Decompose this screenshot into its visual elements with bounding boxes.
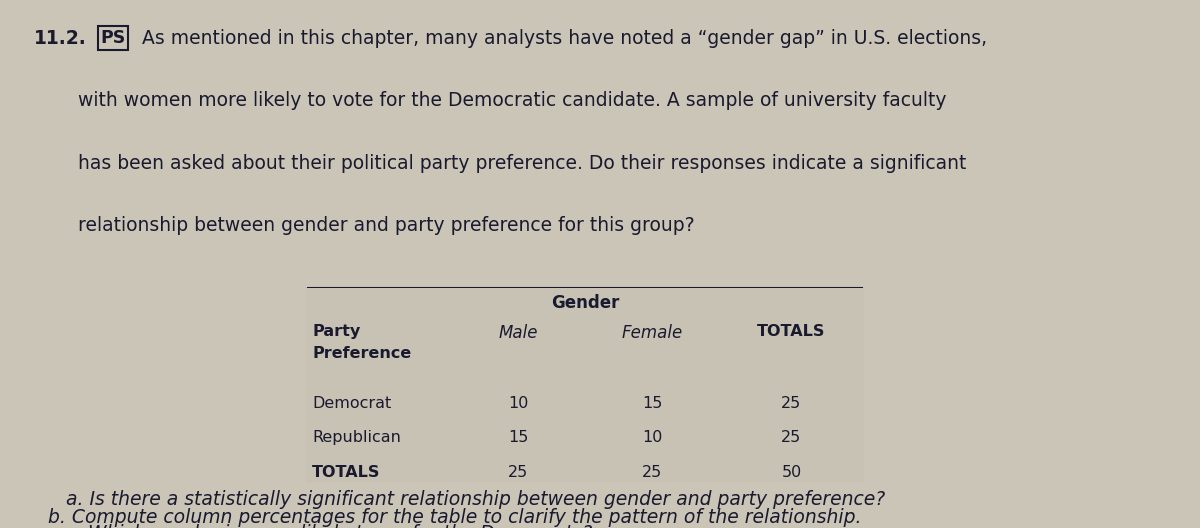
Text: TOTALS: TOTALS [757,324,826,338]
Text: 25: 25 [781,430,802,445]
Text: 11.2.: 11.2. [34,29,86,48]
Text: PS: PS [100,29,126,47]
Text: As mentioned in this chapter, many analysts have noted a “gender gap” in U.S. el: As mentioned in this chapter, many analy… [142,29,986,48]
Text: relationship between gender and party preference for this group?: relationship between gender and party pr… [78,216,695,235]
Text: 10: 10 [508,396,528,411]
Text: 25: 25 [642,465,662,479]
Text: b. Compute column percentages for the table to clarify the pattern of the relati: b. Compute column percentages for the ta… [48,508,862,527]
Text: 10: 10 [642,430,662,445]
Text: Female: Female [622,324,683,342]
Text: 50: 50 [781,465,802,479]
Text: Party: Party [312,324,360,338]
Text: 15: 15 [508,430,528,445]
Text: Republican: Republican [312,430,401,445]
Text: Which gender is more likely to prefer the Democrats?: Which gender is more likely to prefer th… [88,524,592,528]
Text: TOTALS: TOTALS [312,465,380,479]
Text: Democrat: Democrat [312,396,391,411]
Text: with women more likely to vote for the Democratic candidate. A sample of univers: with women more likely to vote for the D… [78,91,947,110]
Text: Gender: Gender [551,294,619,312]
Text: Preference: Preference [312,346,412,361]
Text: 25: 25 [508,465,528,479]
Text: 25: 25 [781,396,802,411]
Text: 15: 15 [642,396,662,411]
Text: has been asked about their political party preference. Do their responses indica: has been asked about their political par… [78,154,966,173]
Text: a. Is there a statistically significant relationship between gender and party pr: a. Is there a statistically significant … [66,490,886,509]
Text: Male: Male [498,324,538,342]
